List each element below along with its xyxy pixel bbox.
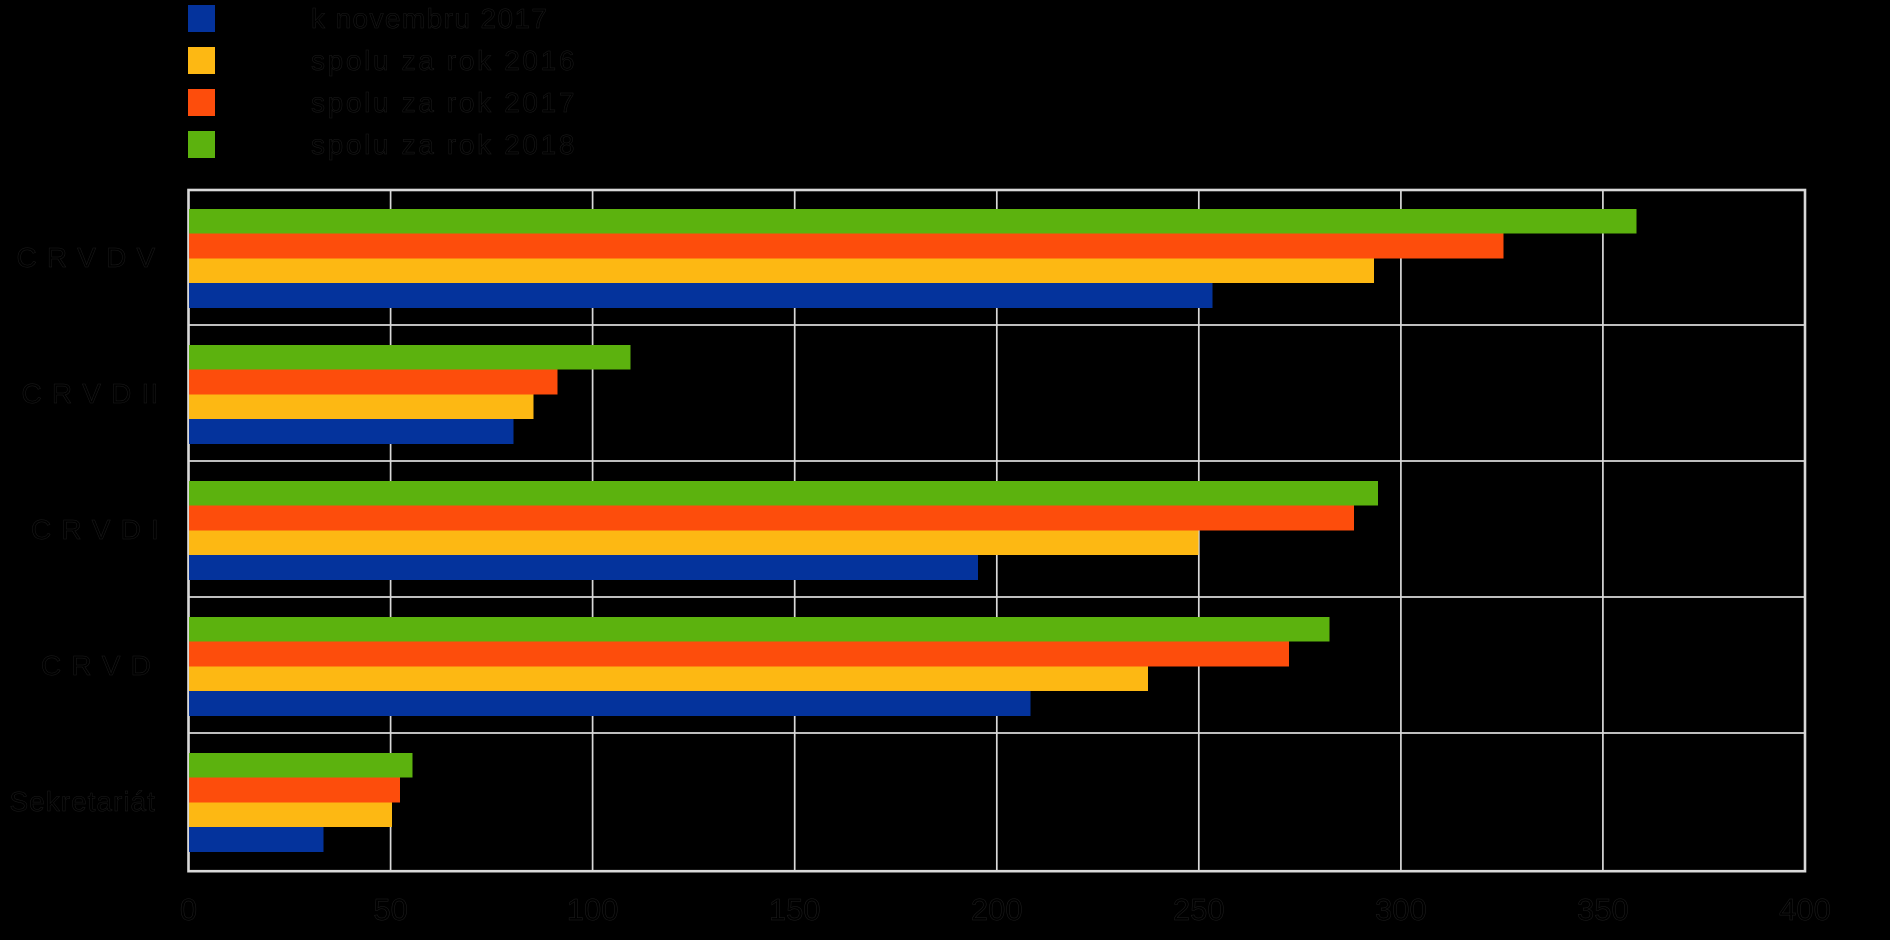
svg-text:spolu za rok 2017: spolu za rok 2017 xyxy=(311,87,577,118)
svg-text:spolu za rok 2016: spolu za rok 2016 xyxy=(311,45,577,76)
svg-text:0: 0 xyxy=(180,892,197,927)
svg-text:150: 150 xyxy=(769,892,821,927)
svg-text:200: 200 xyxy=(971,892,1023,927)
svg-text:400: 400 xyxy=(1779,892,1831,927)
svg-text:350: 350 xyxy=(1577,892,1629,927)
svg-text:C R V D: C R V D xyxy=(41,650,152,681)
svg-text:100: 100 xyxy=(567,892,619,927)
svg-text:Sekretariát: Sekretariát xyxy=(10,786,156,817)
svg-text:C R V D I: C R V D I xyxy=(31,514,160,545)
svg-text:spolu za rok 2018: spolu za rok 2018 xyxy=(311,129,577,160)
svg-text:k novembru 2017: k novembru 2017 xyxy=(311,3,548,34)
svg-text:250: 250 xyxy=(1173,892,1225,927)
svg-text:300: 300 xyxy=(1375,892,1427,927)
svg-text:C R V D V: C R V D V xyxy=(17,242,157,273)
svg-text:50: 50 xyxy=(373,892,407,927)
svg-text:C R V D II: C R V D II xyxy=(22,378,160,409)
